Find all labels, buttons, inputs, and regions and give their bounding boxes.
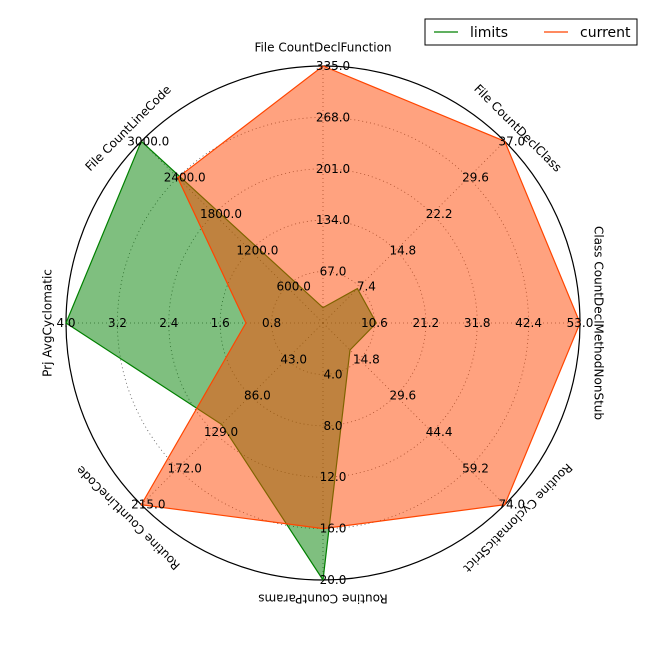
series-current-polygon (140, 65, 581, 530)
tick-label-class-countdeclmethodnonstub: 31.8 (464, 316, 491, 330)
tick-label-routine-countlinecode: 215.0 (131, 498, 165, 512)
tick-label-file-countdeclfunction: 134.0 (316, 213, 350, 227)
tick-label-routine-countparams: 4.0 (323, 367, 342, 381)
tick-label-file-countlinecode: 2400.0 (164, 171, 206, 185)
tick-label-file-countlinecode: 3000.0 (127, 134, 169, 148)
tick-label-file-countdeclclass: 37.0 (498, 134, 525, 148)
tick-label-file-countdeclclass: 29.6 (462, 171, 489, 185)
tick-label-prj-avgcyclomatic: 1.6 (211, 316, 230, 330)
tick-label-prj-avgcyclomatic: 2.4 (159, 316, 178, 330)
tick-label-file-countlinecode: 1200.0 (236, 243, 278, 257)
axis-label-file-countdeclfunction: File CountDeclFunction (254, 41, 391, 55)
tick-label-routine-countparams: 16.0 (320, 522, 347, 536)
tick-label-class-countdeclmethodnonstub: 42.4 (515, 316, 542, 330)
tick-label-routine-countlinecode: 129.0 (204, 425, 238, 439)
axis-label-class-countdeclmethodnonstub: Class CountDeclMethodNonStub (592, 226, 606, 420)
tick-label-routine-countparams: 12.0 (320, 470, 347, 484)
tick-label-file-countdeclfunction: 268.0 (316, 110, 350, 124)
legend-label-limits: limits (470, 25, 508, 41)
tick-label-file-countdeclfunction: 201.0 (316, 162, 350, 176)
tick-label-prj-avgcyclomatic: 4.0 (56, 316, 75, 330)
tick-label-class-countdeclmethodnonstub: 10.6 (361, 316, 388, 330)
legend-label-current: current (580, 25, 631, 41)
tick-label-file-countdeclclass: 14.8 (389, 243, 416, 257)
tick-label-routine-countparams: 8.0 (323, 419, 342, 433)
tick-label-routine-countlinecode: 172.0 (168, 461, 202, 475)
tick-label-class-countdeclmethodnonstub: 21.2 (412, 316, 439, 330)
tick-label-file-countdeclclass: 22.2 (426, 207, 453, 221)
tick-label-routine-cyclomaticstrict: 44.4 (426, 425, 453, 439)
tick-label-class-countdeclmethodnonstub: 53.0 (567, 316, 594, 330)
tick-label-routine-countparams: 20.0 (320, 573, 347, 587)
axis-label-routine-countparams: Routine CountParams (258, 592, 388, 606)
tick-label-prj-avgcyclomatic: 3.2 (108, 316, 127, 330)
tick-label-file-countdeclfunction: 67.0 (320, 265, 347, 279)
series-layer (65, 65, 581, 582)
tick-label-file-countdeclclass: 7.4 (357, 280, 376, 294)
tick-label-routine-cyclomaticstrict: 74.0 (498, 498, 525, 512)
tick-label-file-countlinecode: 1800.0 (200, 207, 242, 221)
tick-label-routine-countlinecode: 43.0 (280, 352, 307, 366)
tick-label-routine-cyclomaticstrict: 59.2 (462, 461, 489, 475)
axis-label-prj-avgcyclomatic: Prj AvgCyclomatic (41, 269, 55, 377)
tick-label-prj-avgcyclomatic: 0.8 (262, 316, 281, 330)
legend: limits current (424, 18, 638, 46)
tick-label-routine-cyclomaticstrict: 14.8 (353, 352, 380, 366)
tick-label-file-countlinecode: 600.0 (277, 280, 311, 294)
legend-box (424, 18, 638, 46)
tick-label-routine-countlinecode: 86.0 (244, 389, 271, 403)
tick-label-routine-cyclomaticstrict: 29.6 (389, 389, 416, 403)
tick-layer: 67.0 134.0 201.0 268.0 335.0 7.4 14.8 22.2 29.6 3… (56, 59, 593, 587)
tick-label-file-countdeclfunction: 335.0 (316, 59, 350, 73)
